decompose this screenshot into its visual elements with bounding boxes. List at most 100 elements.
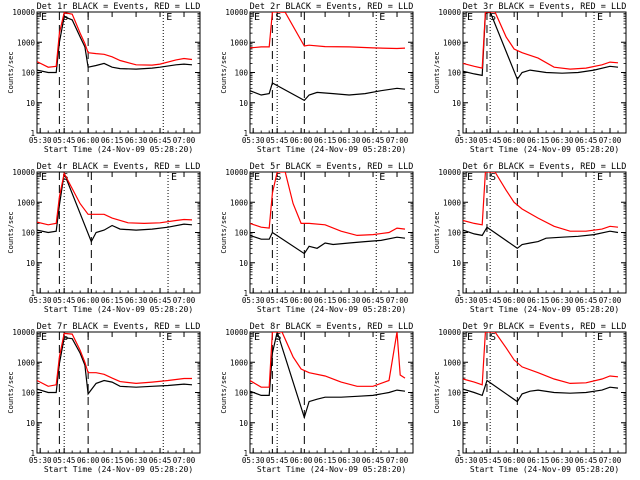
y-axis-label: Counts/sec (220, 371, 228, 413)
y-tick-label: 10 (239, 259, 249, 268)
x-tick-label: 06:30 (338, 296, 361, 305)
x-tick-label: 06:45 (362, 456, 385, 465)
y-axis-label: Counts/sec (433, 51, 441, 93)
y-tick-label: 100 (447, 389, 461, 398)
x-tick-label: 05:30 (455, 296, 478, 305)
x-tick-label: 06:15 (527, 136, 550, 145)
series-lld-line (463, 12, 619, 70)
x-tick-label: 05:45 (266, 456, 289, 465)
x-axis-label: Start Time (24-Nov-09 05:28:20) (44, 145, 193, 154)
marker-label: E (41, 12, 47, 23)
y-tick-label: 10 (452, 259, 462, 268)
x-tick-label: 06:00 (77, 296, 100, 305)
y-tick-label: 100 (21, 229, 35, 238)
x-tick-label: 05:30 (29, 296, 52, 305)
x-tick-label: 05:30 (29, 456, 52, 465)
panel-title: Det 2r BLACK = Events, RED = LLD (250, 2, 414, 12)
x-tick-label: 06:45 (575, 456, 598, 465)
x-tick-label: 05:45 (479, 136, 502, 145)
y-tick-label: 1 (30, 449, 35, 458)
x-tick-label: 07:00 (599, 296, 622, 305)
marker-label: E (171, 172, 177, 183)
y-tick-label: 10 (26, 259, 36, 268)
series-lld-line (37, 332, 192, 387)
marker-label: E (41, 332, 47, 343)
y-tick-label: 100 (447, 69, 461, 78)
plot-frame (249, 11, 414, 134)
marker-label: E (166, 12, 172, 23)
x-axis-label: Start Time (24-Nov-09 05:28:20) (470, 465, 619, 474)
x-tick-label: 05:45 (266, 136, 289, 145)
y-axis-label: Counts/sec (433, 211, 441, 253)
x-tick-label: 05:45 (53, 456, 76, 465)
y-tick-label: 1000 (17, 198, 36, 207)
x-tick-label: 07:00 (599, 136, 622, 145)
x-axis-label: Start Time (24-Nov-09 05:28:20) (257, 465, 406, 474)
x-tick-label: 06:00 (290, 296, 313, 305)
x-axis-label: Start Time (24-Nov-09 05:28:20) (44, 305, 193, 314)
x-tick-label: 06:15 (527, 296, 550, 305)
y-tick-label: 10 (239, 99, 249, 108)
x-tick-label: 06:00 (290, 136, 313, 145)
y-axis-label: Counts/sec (220, 51, 228, 93)
y-tick-label: 10000 (12, 328, 35, 337)
y-tick-label: 10000 (225, 328, 248, 337)
y-tick-label: 10000 (225, 168, 248, 177)
x-tick-label: 05:30 (242, 136, 265, 145)
x-tick-label: 06:00 (77, 456, 100, 465)
series-events-line (463, 226, 619, 250)
marker-label: E (379, 172, 385, 183)
panel-6: Det 6r BLACK = Events, RED = LLD 1 10 100 10… (433, 162, 627, 314)
marker-label: E (597, 332, 603, 343)
x-tick-label: 06:30 (551, 136, 574, 145)
series-events-line (37, 15, 193, 74)
panel-3: Det 3r BLACK = Events, RED = LLD 1 10 100 10… (433, 2, 627, 154)
marker-label: E (254, 12, 260, 23)
series-lld-line (463, 332, 619, 386)
panel-8: Det 8r BLACK = Events, RED = LLD 1 10 100 10… (220, 322, 414, 474)
y-tick-label: 1 (243, 289, 248, 298)
x-tick-label: 06:15 (314, 456, 337, 465)
marker-label: E (379, 332, 385, 343)
series-events-line (250, 82, 406, 102)
x-tick-label: 06:30 (338, 136, 361, 145)
y-tick-label: 10000 (12, 8, 35, 17)
x-tick-label: 05:45 (53, 136, 76, 145)
panel-1: Det 1r BLACK = Events, RED = LLD 1 10 100 10… (7, 2, 201, 154)
series-lld-line (250, 332, 406, 388)
x-tick-label: 06:30 (338, 456, 361, 465)
x-tick-label: 06:15 (314, 296, 337, 305)
panel-title: Det 5r BLACK = Events, RED = LLD (250, 162, 414, 172)
y-tick-label: 100 (447, 229, 461, 238)
x-axis-label: Start Time (24-Nov-09 05:28:20) (470, 305, 619, 314)
x-axis-label: Start Time (24-Nov-09 05:28:20) (44, 465, 193, 474)
x-tick-label: 06:00 (503, 136, 526, 145)
marker-label: S (275, 12, 281, 23)
marker-label: E (467, 332, 473, 343)
x-tick-label: 05:45 (53, 296, 76, 305)
x-tick-label: 07:00 (173, 456, 196, 465)
x-tick-label: 05:45 (479, 296, 502, 305)
x-axis-label: Start Time (24-Nov-09 05:28:20) (257, 145, 406, 154)
marker-label: E (597, 12, 603, 23)
y-tick-label: 1000 (230, 198, 249, 207)
y-tick-label: 10 (26, 419, 36, 428)
x-tick-label: 06:15 (101, 296, 124, 305)
y-axis-label: Counts/sec (220, 211, 228, 253)
x-tick-label: 07:00 (173, 296, 196, 305)
y-axis-label: Counts/sec (7, 211, 15, 253)
x-tick-label: 06:00 (77, 136, 100, 145)
y-tick-label: 10000 (12, 168, 35, 177)
y-tick-label: 10 (26, 99, 36, 108)
x-tick-label: 07:00 (599, 456, 622, 465)
y-tick-label: 1 (456, 449, 461, 458)
y-axis-label: Counts/sec (7, 51, 15, 93)
y-tick-label: 100 (234, 69, 248, 78)
x-tick-label: 06:15 (527, 456, 550, 465)
y-tick-label: 1000 (17, 358, 36, 367)
y-tick-label: 100 (234, 229, 248, 238)
panel-title: Det 6r BLACK = Events, RED = LLD (463, 162, 627, 172)
marker-label: S (275, 172, 281, 183)
series-events-line (37, 337, 193, 396)
x-tick-label: 05:30 (242, 456, 265, 465)
